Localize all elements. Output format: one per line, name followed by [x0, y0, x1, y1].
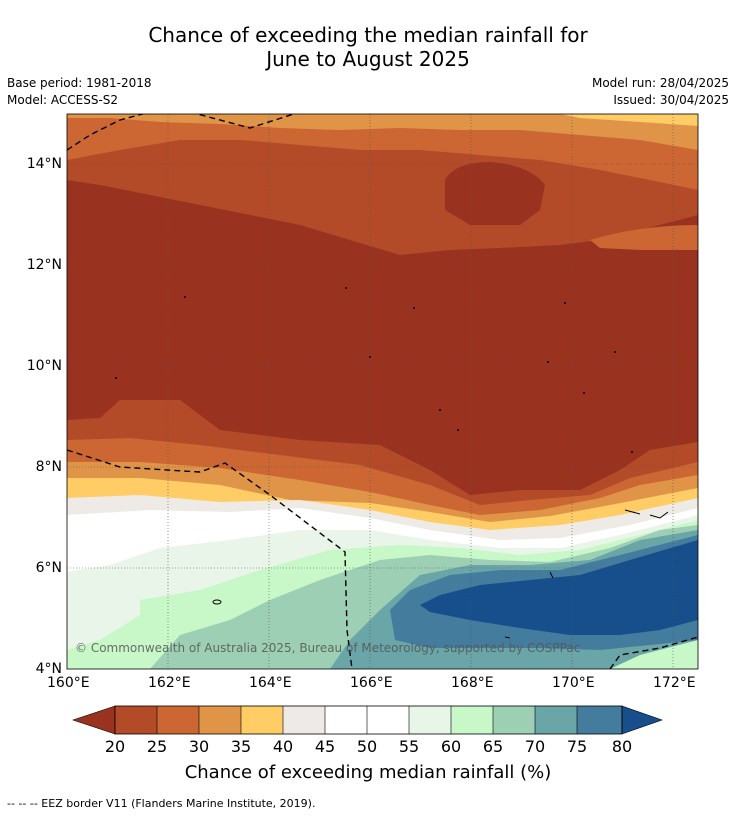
x-tick-label: 166°E	[350, 675, 393, 691]
colorbar-bin-30-35	[199, 706, 241, 734]
base-period: Base period: 1981-2018	[7, 76, 152, 90]
map-frame	[66, 113, 699, 670]
colorbar-bin-55-60	[409, 706, 451, 734]
model-run: Model run: 28/04/2025	[591, 76, 729, 90]
colorbar-label: 35	[230, 737, 252, 756]
colorbar-dividers	[156, 706, 578, 734]
rainfall-map	[67, 114, 698, 669]
region-25-30-patch-east	[590, 225, 698, 250]
region-35-40-north	[560, 114, 698, 126]
colorbar-label: 60	[440, 737, 462, 756]
eez-border	[67, 114, 698, 669]
issued-date: Issued: 30/04/2025	[613, 93, 729, 107]
model-name: Model: ACCESS-S2	[7, 93, 119, 107]
y-tick-label: 10°N	[26, 358, 62, 374]
colorbar-bin-40-45	[283, 706, 325, 734]
region-30-35	[67, 114, 698, 150]
y-tick-label: 12°N	[26, 257, 62, 273]
colorbar-extend-low	[72, 705, 116, 735]
colorbar-bin-60-65	[451, 706, 493, 734]
colorbar-label: 50	[356, 737, 378, 756]
x-tick-label: 172°E	[653, 675, 696, 691]
x-tick-label: 162°E	[148, 675, 191, 691]
map-title-line1: Chance of exceeding the median rainfall …	[148, 23, 588, 47]
island-dots	[115, 287, 633, 453]
colorbar-label: 20	[104, 737, 126, 756]
colorbar-title: Chance of exceeding median rainfall (%)	[184, 762, 552, 783]
copyright-watermark: © Commonwealth of Australia 2025, Bureau…	[75, 641, 581, 655]
colorbar-bin-45-50	[325, 706, 367, 734]
colorbar-bin-65-70	[493, 706, 535, 734]
graticule	[67, 114, 698, 669]
x-tick-label: 170°E	[552, 675, 595, 691]
region-20-25-patch-east	[565, 176, 640, 210]
colorbar-bin-25-30	[157, 706, 199, 734]
colorbar-label: 70	[524, 737, 546, 756]
y-tick-label: 6°N	[35, 560, 62, 576]
colorbar-label: 30	[188, 737, 210, 756]
y-tick-label: 4°N	[35, 661, 62, 677]
colorbar-label: 45	[314, 737, 336, 756]
y-tick-label: 14°N	[26, 156, 62, 172]
colorbar-label: 40	[272, 737, 294, 756]
colorbar-bin-50-55	[367, 706, 409, 734]
region-20-25-inner	[445, 162, 545, 225]
islands	[212, 509, 669, 639]
colorbar-bin-20-25	[115, 706, 157, 734]
colorbar-label: 80	[611, 737, 633, 756]
region-60-65-southeast	[610, 640, 698, 669]
region-25-30	[67, 114, 698, 190]
colorbar-label: 65	[482, 737, 504, 756]
colorbar-label: 25	[146, 737, 168, 756]
x-tick-label: 160°E	[47, 675, 90, 691]
map-title-line2: June to August 2025	[266, 47, 470, 71]
eez-legend-note: -- -- -- EEZ border V11 (Flanders Marine…	[7, 797, 316, 810]
colorbar-frame	[114, 705, 623, 735]
colorbar-label: 55	[398, 737, 420, 756]
region-above-80	[420, 540, 698, 635]
colorbar-bin-70-75	[535, 706, 577, 734]
colorbar	[72, 705, 663, 735]
colorbar-bin-35-40	[241, 706, 283, 734]
y-tick-label: 8°N	[35, 459, 62, 475]
colorbar-extend-high	[621, 705, 663, 735]
x-tick-label: 168°E	[451, 675, 494, 691]
colorbar-bin-75-80	[577, 706, 622, 734]
x-tick-label: 164°E	[249, 675, 292, 691]
colorbar-label: 75	[566, 737, 588, 756]
